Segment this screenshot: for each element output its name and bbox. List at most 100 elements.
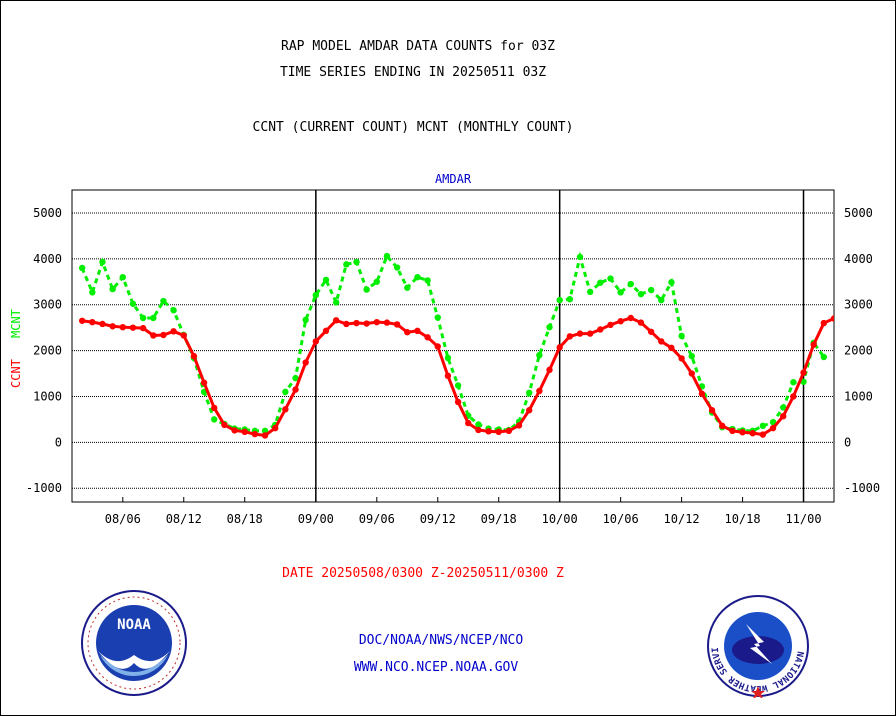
mcnt-point (454, 382, 462, 389)
y-tick-label-left: 0 (55, 435, 62, 449)
ccnt-point (129, 324, 137, 331)
mcnt-point (526, 389, 533, 396)
mcnt-point (312, 291, 320, 299)
ccnt-point (78, 317, 86, 324)
x-tick-label: 08/18 (227, 512, 263, 526)
mcnt-point (373, 278, 380, 285)
x-tick-label: 08/12 (166, 512, 202, 526)
mcnt-point (759, 422, 767, 430)
ccnt-point (190, 352, 198, 360)
ccnt-point (302, 359, 309, 366)
mcnt-point (302, 316, 309, 324)
mcnt-point (688, 352, 695, 360)
ccnt-point (444, 372, 452, 380)
mcnt-point (129, 300, 137, 307)
mcnt-point (576, 253, 584, 261)
ccnt-point (515, 422, 523, 429)
x-tick-label: 10/00 (542, 512, 578, 526)
ccnt-point (353, 319, 360, 327)
ccnt-point (729, 427, 736, 435)
ccnt-point (576, 330, 584, 337)
mcnt-point (586, 288, 594, 296)
mcnt-point (780, 404, 787, 411)
ccnt-point (150, 332, 157, 339)
ccnt-point (261, 432, 269, 439)
x-tick-label: 09/12 (420, 512, 456, 526)
ccnt-series (78, 314, 834, 439)
ccnt-point (322, 327, 330, 335)
ccnt-point (526, 407, 533, 414)
ccnt-point (119, 323, 127, 331)
mcnt-point (597, 279, 604, 286)
mcnt-point (78, 264, 86, 272)
ccnt-point (627, 314, 634, 322)
mcnt-point (678, 332, 685, 340)
mcnt-point (566, 296, 574, 303)
mcnt-point (363, 286, 370, 293)
mcnt-point (424, 277, 431, 284)
mcnt-point (89, 289, 96, 296)
ccnt-point (139, 324, 147, 332)
y-tick-label-right: -1000 (844, 481, 880, 495)
ccnt-point (739, 429, 746, 436)
y-tick-label-right: 4000 (844, 252, 873, 266)
ccnt-point (546, 366, 553, 374)
ccnt-point (465, 419, 472, 427)
ccnt-point (769, 424, 777, 432)
ccnt-point (200, 379, 208, 386)
y-tick-label-left: 3000 (33, 298, 62, 312)
chart-title-line2: TIME SERIES ENDING IN 20250511 03Z (279, 65, 547, 80)
nco-link[interactable]: DOC/NOAA/NWS/NCEP/NCO (358, 633, 524, 648)
x-tick-label: 09/18 (481, 512, 517, 526)
mcnt-point (170, 307, 177, 314)
ccnt-point (414, 327, 421, 335)
mcnt-point (769, 418, 777, 426)
noaa-logo-label: NOAA (117, 617, 151, 633)
ccnt-point (658, 338, 665, 345)
ccnt-point (282, 406, 289, 413)
mcnt-point (790, 379, 797, 386)
y-tick-label-left: 1000 (33, 389, 62, 403)
ccnt-point (241, 428, 248, 435)
ccnt-point (780, 413, 787, 420)
mcnt-point (475, 421, 482, 428)
ccnt-point (505, 427, 513, 435)
y-tick-label-left: 2000 (33, 344, 62, 358)
ccnt-point (759, 431, 767, 438)
y-tick-label-right: 2000 (844, 344, 873, 358)
plot-frame (71, 189, 835, 503)
ccnt-point (810, 341, 817, 348)
ccnt-point (647, 328, 655, 335)
ccnt-point (617, 318, 624, 325)
mcnt-point (627, 280, 634, 288)
ccnt-point (383, 319, 391, 326)
mcnt-point (282, 388, 289, 396)
ccnt-point (363, 320, 370, 327)
ccnt-point (404, 329, 411, 336)
ccnt-point (170, 328, 177, 335)
mcnt-point (343, 261, 350, 268)
mcnt-point (434, 314, 441, 321)
ccnt-point (109, 323, 116, 330)
mcnt-point (160, 297, 167, 305)
mcnt-point (383, 252, 391, 260)
ccnt-point (89, 318, 96, 326)
mcnt-point (393, 264, 401, 271)
ccnt-point (99, 320, 106, 328)
ccnt-point (272, 424, 279, 432)
ccnt-line (81, 316, 834, 438)
nws-logo: NATIONAL WEATHER SERVICE (706, 594, 809, 698)
mcnt-point (322, 276, 330, 284)
ccnt-point (160, 331, 167, 339)
chart-title-line1: RAP MODEL AMDAR DATA COUNTS for 03Z (281, 39, 555, 54)
x-tick-label: 10/18 (724, 512, 760, 526)
ccnt-point (292, 386, 299, 393)
mcnt-point (668, 279, 675, 286)
ccnt-point (607, 321, 614, 329)
ccnt-point (434, 343, 441, 350)
ccnt-point (343, 320, 350, 328)
nco-website-link[interactable]: WWW.NCO.NCEP.NOAA.GOV (353, 660, 519, 675)
ccnt-point (332, 317, 340, 324)
ccnt-point (373, 318, 380, 326)
x-tick-label: 11/00 (785, 512, 821, 526)
